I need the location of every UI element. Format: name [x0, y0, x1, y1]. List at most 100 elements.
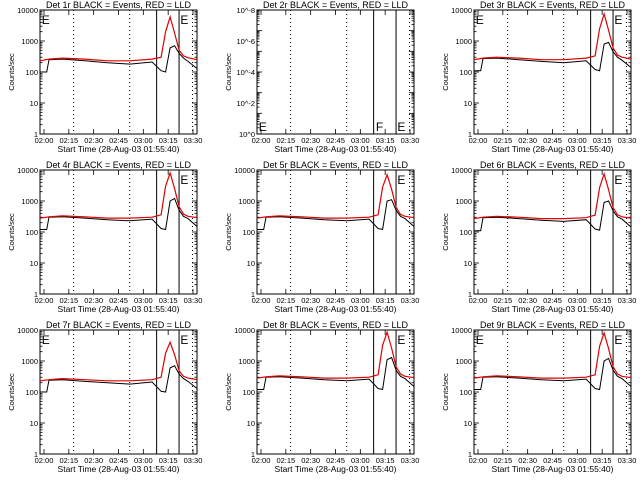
flag-marker: E	[180, 333, 188, 347]
panel-title: Det 6r BLACK = Events, RED = LLD	[480, 160, 626, 170]
detector-panel: Det 4r BLACK = Events, RED = LLD 1 10 100 10…	[7, 160, 202, 314]
panel-title: Det 9r BLACK = Events, RED = LLD	[480, 320, 626, 330]
events-series-line	[40, 365, 198, 393]
flag-marker: E	[476, 13, 484, 27]
x-tick-label: 02:15	[59, 136, 78, 145]
x-axis-label: Start Time (28-Aug-03 01:55:40)	[58, 144, 180, 154]
y-tick-label: 1	[34, 290, 38, 299]
x-tick-label: 02:30	[301, 296, 320, 305]
y-tick-label: 10000	[17, 166, 38, 175]
plot-frame	[256, 9, 415, 135]
x-tick-label: 02:15	[493, 456, 512, 465]
flag-marker: E	[614, 173, 622, 187]
flag-marker: E	[614, 13, 622, 27]
flag-marker: E	[259, 120, 267, 134]
detector-panel: Det 2r BLACK = Events, RED = LLD 10^0 10^-…	[224, 0, 419, 154]
x-tick-label: 03:15	[593, 296, 612, 305]
x-tick-label: 02:30	[518, 456, 537, 465]
x-tick-label: 02:00	[252, 296, 271, 305]
x-tick-label: 02:15	[276, 296, 295, 305]
y-tick-label: 10	[464, 99, 472, 108]
x-tick-label: 02:15	[276, 136, 295, 145]
y-tick-label: 100	[459, 388, 472, 397]
y-tick-label: 1	[468, 130, 472, 139]
y-tick-label: 100	[242, 388, 255, 397]
events-series-line	[257, 356, 415, 391]
x-tick-label: 02:15	[276, 456, 295, 465]
detector-panel: Det 7r BLACK = Events, RED = LLD 1 10 100 10…	[7, 320, 202, 474]
x-tick-label: 02:30	[518, 136, 537, 145]
x-tick-label: 03:00	[134, 296, 153, 305]
lld-series-line	[39, 340, 198, 382]
x-tick-label: 02:45	[326, 136, 345, 145]
lld-series-line	[473, 11, 632, 61]
x-tick-label: 03:00	[568, 456, 587, 465]
y-tick-label: 10	[30, 259, 38, 268]
x-tick-label: 03:30	[401, 296, 420, 305]
y-tick-label: 1	[34, 130, 38, 139]
panel-title: Det 5r BLACK = Events, RED = LLD	[263, 160, 409, 170]
events-series-line	[40, 45, 198, 73]
x-tick-label: 02:00	[252, 136, 271, 145]
y-tick-label: 1000	[455, 37, 472, 46]
y-axis-label: Counts/sec	[224, 53, 233, 91]
flag-marker: E	[180, 13, 188, 27]
x-tick-label: 03:00	[351, 296, 370, 305]
y-tick-label: 10	[464, 419, 472, 428]
x-tick-label: 02:00	[35, 136, 54, 145]
lld-series-line	[473, 330, 632, 379]
flag-marker: E	[397, 120, 405, 134]
x-tick-label: 03:00	[351, 456, 370, 465]
flag-marker: E	[180, 173, 188, 187]
y-axis-label: Counts/sec	[7, 373, 16, 411]
y-tick-label: 1	[251, 450, 255, 459]
plot-frame	[39, 329, 198, 455]
y-tick-label: 10^-8	[236, 6, 255, 15]
x-tick-label: 02:00	[469, 296, 488, 305]
x-tick-label: 02:45	[109, 136, 128, 145]
y-tick-label: 100	[242, 228, 255, 237]
x-axis-label: Start Time (28-Aug-03 01:55:40)	[58, 304, 180, 314]
flag-marker: E	[397, 173, 405, 187]
panel-title: Det 7r BLACK = Events, RED = LLD	[46, 320, 192, 330]
x-tick-label: 02:45	[326, 296, 345, 305]
events-series-line	[474, 357, 632, 391]
y-axis-label: Counts/sec	[224, 373, 233, 411]
x-tick-label: 02:30	[84, 296, 103, 305]
x-tick-label: 02:30	[301, 136, 320, 145]
x-tick-label: 03:30	[401, 136, 420, 145]
y-axis-label: Counts/sec	[441, 213, 450, 251]
y-tick-label: 10	[464, 259, 472, 268]
flag-marker: E	[397, 333, 405, 347]
plot-frame	[473, 169, 632, 295]
y-tick-label: 10000	[451, 6, 472, 15]
y-axis-label: Counts/sec	[7, 53, 16, 91]
lld-series-line	[39, 14, 198, 62]
detector-panel: Det 3r BLACK = Events, RED = LLD 1 10 100 10…	[441, 0, 636, 154]
x-tick-label: 03:15	[593, 136, 612, 145]
y-tick-label: 10000	[234, 166, 255, 175]
plot-frame	[473, 9, 632, 135]
x-tick-label: 03:30	[184, 456, 203, 465]
x-tick-label: 02:30	[84, 456, 103, 465]
lld-series-line	[256, 172, 415, 219]
x-tick-label: 03:15	[376, 296, 395, 305]
detector-panel: Det 8r BLACK = Events, RED = LLD 1 10 100 10…	[224, 320, 419, 474]
x-tick-label: 02:00	[252, 456, 271, 465]
x-tick-label: 03:15	[159, 136, 178, 145]
y-tick-label: 1000	[21, 197, 38, 206]
y-tick-label: 1000	[21, 37, 38, 46]
x-tick-label: 02:15	[59, 456, 78, 465]
x-tick-label: 03:00	[568, 296, 587, 305]
x-tick-label: 02:00	[469, 136, 488, 145]
y-tick-label: 1000	[455, 357, 472, 366]
flag-marker: F	[376, 120, 383, 134]
y-tick-label: 10000	[234, 326, 255, 335]
lld-series-line	[473, 171, 632, 220]
y-axis-label: Counts/sec	[224, 213, 233, 251]
events-series-line	[257, 199, 415, 231]
y-tick-label: 1	[468, 290, 472, 299]
x-tick-label: 03:30	[401, 456, 420, 465]
y-tick-label: 10000	[17, 6, 38, 15]
panel-title: Det 3r BLACK = Events, RED = LLD	[480, 0, 626, 10]
